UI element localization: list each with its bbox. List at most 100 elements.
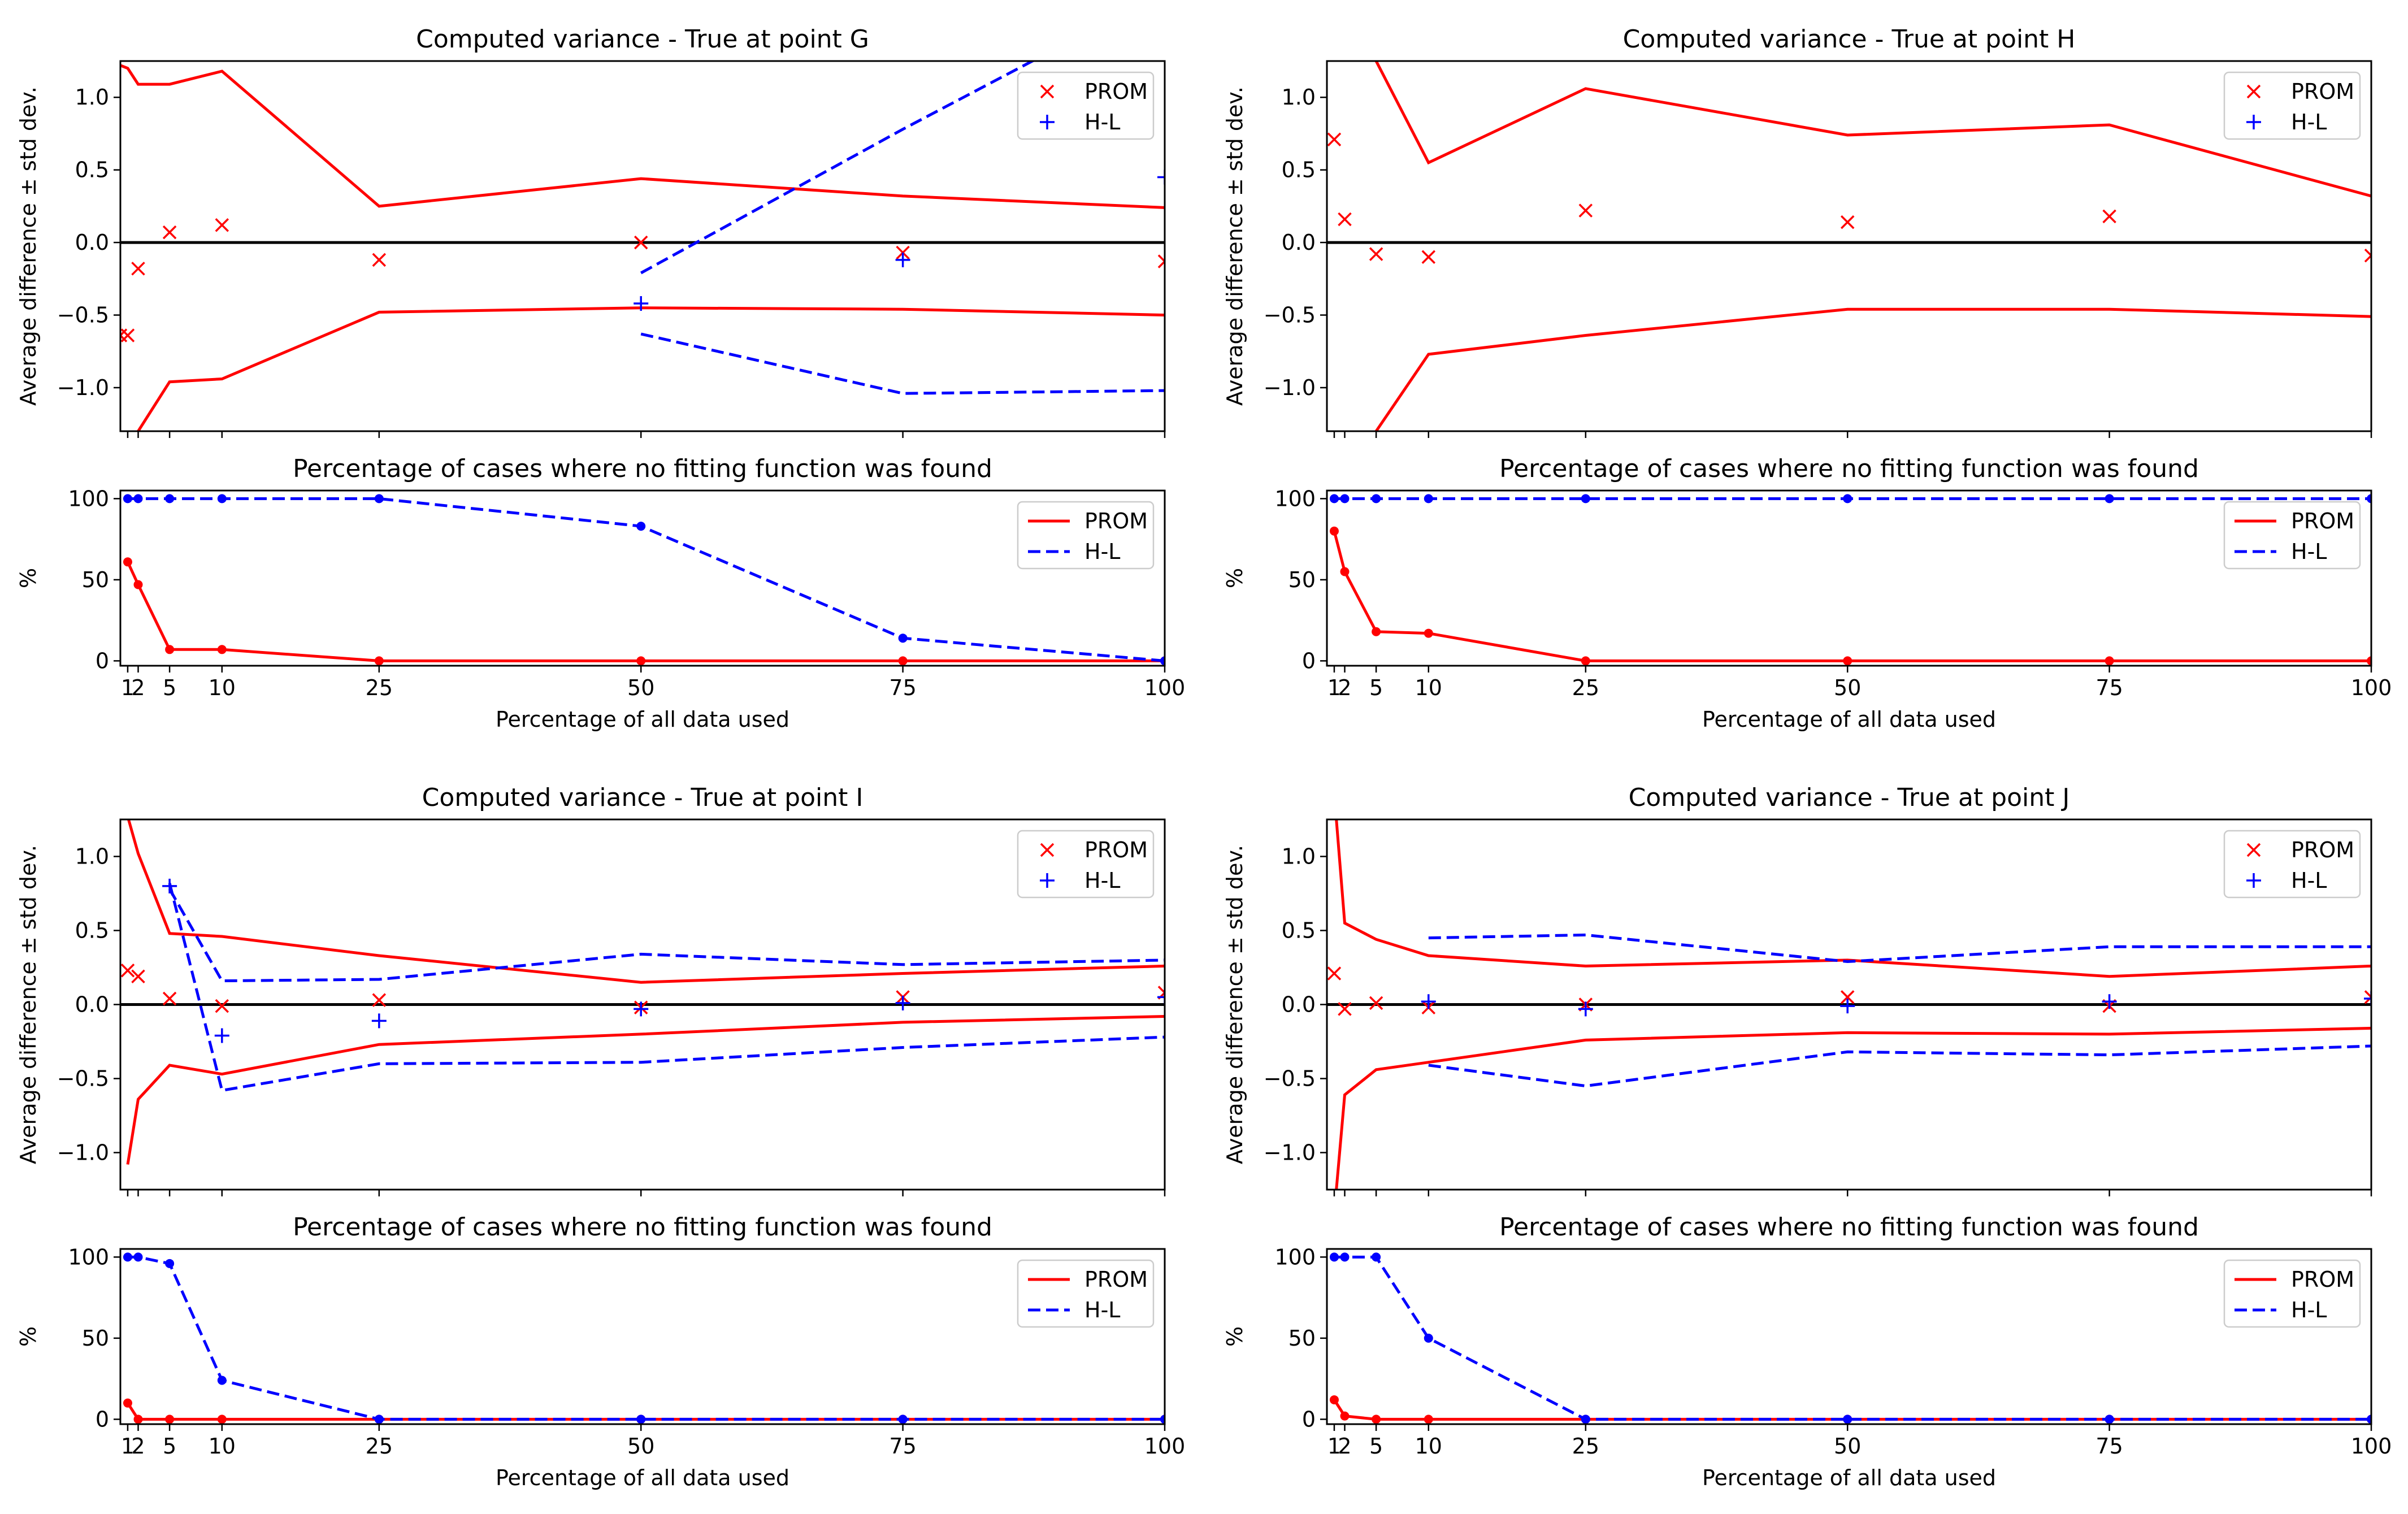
y-axis-label: Average difference ± std dev.: [16, 86, 41, 406]
prom-mean-point: [162, 991, 177, 1006]
legend: PROM H-L: [2223, 71, 2361, 140]
prom-point: [1372, 627, 1381, 636]
y-tick-label: 50: [1288, 567, 1316, 592]
prom-upper-bound-line: [1374, 61, 2371, 198]
prom-mean-point: [2364, 248, 2371, 263]
chart-title: Percentage of cases where no fitting fun…: [293, 454, 992, 483]
x-tick-label: 100: [1144, 675, 1186, 700]
y-axis-label: %: [1222, 1326, 1247, 1347]
legend-label: H-L: [1084, 110, 1120, 135]
y-tick-label: 100: [68, 1244, 109, 1269]
legend: PROM H-L: [1017, 501, 1155, 570]
prom-mean-point: [1327, 132, 1342, 146]
legend-label: H-L: [1084, 1298, 1120, 1322]
hl-mean-point: [371, 1013, 387, 1029]
prom-mean-point: [2102, 209, 2116, 224]
hl-point: [636, 522, 646, 531]
x-tick-label: 2: [131, 675, 145, 700]
legend-marker: [2246, 84, 2261, 99]
prom-point: [123, 557, 132, 567]
prom-mean-point: [1840, 990, 1855, 1004]
hl-point: [1372, 494, 1381, 504]
hl-point: [217, 494, 227, 504]
hl-point: [1843, 494, 1852, 504]
y-tick-label: 1.0: [1282, 85, 1316, 110]
x-tick-label: 25: [366, 675, 393, 700]
prom-point: [165, 645, 175, 654]
prom-mean-point: [1338, 212, 1352, 227]
legend-label: PROM: [2291, 838, 2354, 862]
prom-upper-bound-line: [127, 819, 1165, 984]
legend-marker: [2246, 873, 2261, 888]
hl-mean-point: [1157, 990, 1165, 1005]
chart-panel-7: Percentage of cases where no fitting fun…: [1222, 1213, 2392, 1490]
legend: PROM H-L: [1017, 71, 1155, 140]
x-tick-label: 10: [209, 1434, 236, 1459]
prom-point: [1372, 1415, 1381, 1424]
prom-line: [1333, 1399, 2371, 1421]
chart-title: Percentage of cases where no fitting fun…: [293, 1213, 992, 1242]
x-tick-label: 25: [1572, 1434, 1599, 1459]
hl-point: [1329, 1252, 1339, 1262]
prom-mean-point: [372, 993, 387, 1007]
hl-point: [133, 1252, 143, 1262]
prom-point: [165, 1415, 175, 1424]
y-tick-label: 0.0: [75, 230, 109, 255]
prom-mean-point: [120, 964, 135, 978]
y-tick-label: 100: [68, 486, 109, 511]
prom-mean-point: [1369, 996, 1383, 1010]
legend: PROM H-L: [1017, 830, 1155, 899]
hl-point: [217, 1376, 227, 1385]
hl-point: [123, 1252, 132, 1262]
prom-point: [217, 645, 227, 654]
prom-point: [133, 1415, 143, 1424]
hl-lower-bound-line: [1428, 1044, 2371, 1088]
hl-line: [1334, 1255, 2371, 1421]
prom-point: [133, 580, 143, 589]
hl-point: [1340, 1252, 1350, 1262]
prom-mean-point: [162, 225, 177, 240]
chart-title: Computed variance - True at point I: [422, 783, 864, 812]
prom-lower-bound-line: [126, 1015, 1165, 1165]
y-tick-label: −1.0: [1264, 375, 1316, 400]
hl-mean-point: [1157, 170, 1165, 185]
hl-point: [165, 494, 175, 504]
prom-lower-bound-line: [1335, 1026, 2371, 1190]
legend-label: PROM: [1084, 509, 1148, 533]
prom-lower-bound-line: [1374, 307, 2371, 431]
prom-line: [126, 1402, 1165, 1421]
prom-mean-point: [215, 999, 229, 1013]
legend-label: H-L: [2291, 868, 2327, 893]
y-tick-label: 0.5: [1282, 918, 1316, 943]
x-tick-label: 25: [1572, 675, 1599, 700]
prom-mean-point: [131, 262, 145, 276]
x-tick-label: 100: [2351, 675, 2392, 700]
hl-mean-point: [2364, 991, 2371, 1007]
y-tick-label: 0: [1302, 648, 1316, 673]
hl-mean-point: [2102, 994, 2117, 1009]
x-tick-label: 5: [1369, 1434, 1383, 1459]
y-tick-label: 1.0: [1282, 844, 1316, 869]
prom-mean-point: [1327, 966, 1342, 981]
prom-line: [126, 561, 1165, 662]
y-tick-label: 0.0: [1282, 230, 1316, 255]
chart-title: Computed variance - True at point G: [416, 25, 869, 54]
hl-mean-point: [214, 1028, 229, 1043]
chart-title: Percentage of cases where no fitting fun…: [1499, 454, 2199, 483]
prom-point: [2105, 656, 2114, 666]
hl-point: [133, 494, 143, 504]
x-tick-label: 50: [1834, 675, 1861, 700]
x-tick-label: 50: [1834, 1434, 1861, 1459]
legend-label: PROM: [2291, 509, 2354, 533]
hl-mean-point: [634, 296, 649, 311]
legend: PROM H-L: [2223, 1259, 2361, 1328]
charts-layer: Computed variance - True at point G Avera…: [16, 25, 2392, 1490]
plot-area: [1327, 61, 2371, 431]
prom-lower-bound-line: [136, 306, 1165, 431]
prom-point: [636, 656, 646, 666]
y-axis-label: Average difference ± std dev.: [1222, 86, 1247, 406]
x-tick-label: 75: [889, 675, 916, 700]
prom-point: [217, 1415, 227, 1424]
plot-area: [123, 1252, 1165, 1424]
